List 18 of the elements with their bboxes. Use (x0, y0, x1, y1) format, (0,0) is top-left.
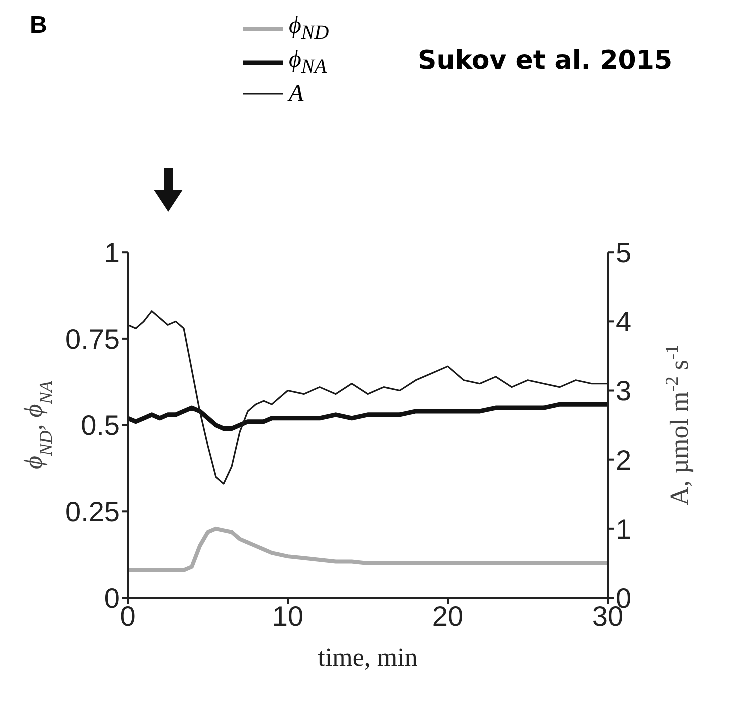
text: Sukov et al. 2015 (418, 46, 673, 76)
y2-tick-label: 3 (616, 376, 632, 407)
y2-tick-label: 2 (616, 444, 632, 476)
y2-tick-label: 4 (616, 306, 632, 338)
y-tick-label: 0.5 (81, 410, 120, 442)
legend-label: ϕ$_{ND}$ (289, 13, 330, 45)
y-tick-label: 1 (104, 238, 120, 269)
legend-label: ϕ$_{NA}$ (289, 46, 327, 79)
text: B (30, 12, 48, 40)
y2-tick-label: 5 (616, 238, 632, 269)
y2-tick-label: 1 (616, 514, 632, 545)
y-tick-label: 0.75 (66, 324, 120, 355)
x-tick-label: 10 (272, 600, 304, 632)
line-series (128, 526, 608, 572)
x-tick-label: 20 (432, 600, 464, 632)
x-axis-title: time, min (318, 643, 418, 672)
y-tick-label: 0.25 (66, 496, 120, 528)
legend-label: A (289, 80, 304, 108)
